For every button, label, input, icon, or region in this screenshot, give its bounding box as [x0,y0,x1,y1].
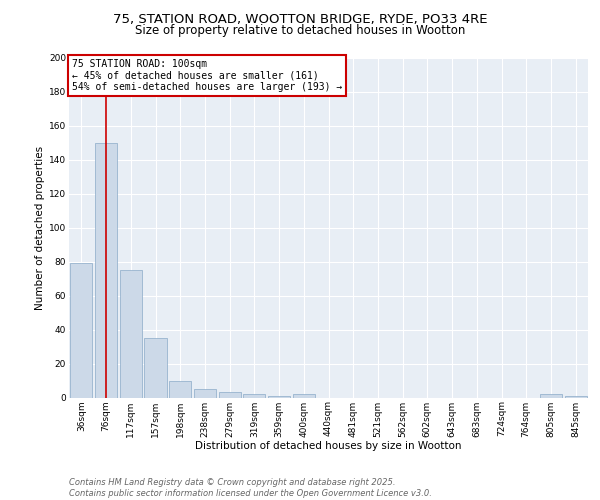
Bar [169,380,191,398]
Text: Size of property relative to detached houses in Wootton: Size of property relative to detached ho… [135,24,465,37]
Bar [293,394,315,398]
Text: 75 STATION ROAD: 100sqm
← 45% of detached houses are smaller (161)
54% of semi-d: 75 STATION ROAD: 100sqm ← 45% of detache… [71,59,342,92]
Bar [194,389,216,398]
Bar [218,392,241,398]
Y-axis label: Number of detached properties: Number of detached properties [35,146,45,310]
Bar [268,396,290,398]
Bar [565,396,587,398]
Bar [95,142,117,398]
Bar [145,338,167,398]
Text: 75, STATION ROAD, WOOTTON BRIDGE, RYDE, PO33 4RE: 75, STATION ROAD, WOOTTON BRIDGE, RYDE, … [113,12,487,26]
Bar [243,394,265,398]
Bar [540,394,562,398]
X-axis label: Distribution of detached houses by size in Wootton: Distribution of detached houses by size … [195,441,462,451]
Bar [70,263,92,398]
Text: Contains HM Land Registry data © Crown copyright and database right 2025.
Contai: Contains HM Land Registry data © Crown c… [69,478,432,498]
Bar [119,270,142,398]
